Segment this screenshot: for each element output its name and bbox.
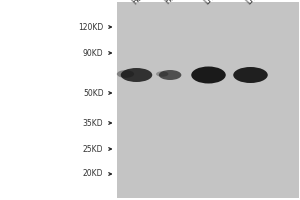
Ellipse shape (156, 71, 168, 77)
Text: Liver: Liver (244, 0, 264, 6)
Text: 50KD: 50KD (83, 88, 104, 98)
Text: 35KD: 35KD (83, 118, 104, 128)
Text: Hela: Hela (130, 0, 149, 6)
Ellipse shape (121, 68, 152, 82)
Ellipse shape (191, 66, 226, 84)
Text: 20KD: 20KD (83, 170, 104, 178)
Text: 90KD: 90KD (83, 48, 104, 58)
Text: HepG2: HepG2 (163, 0, 188, 6)
Ellipse shape (159, 70, 181, 80)
Bar (117, 2, 298, 198)
Ellipse shape (117, 70, 134, 78)
Text: 120KD: 120KD (78, 22, 103, 31)
Ellipse shape (233, 67, 268, 83)
Text: Liver: Liver (202, 0, 222, 6)
Text: 25KD: 25KD (83, 144, 104, 154)
